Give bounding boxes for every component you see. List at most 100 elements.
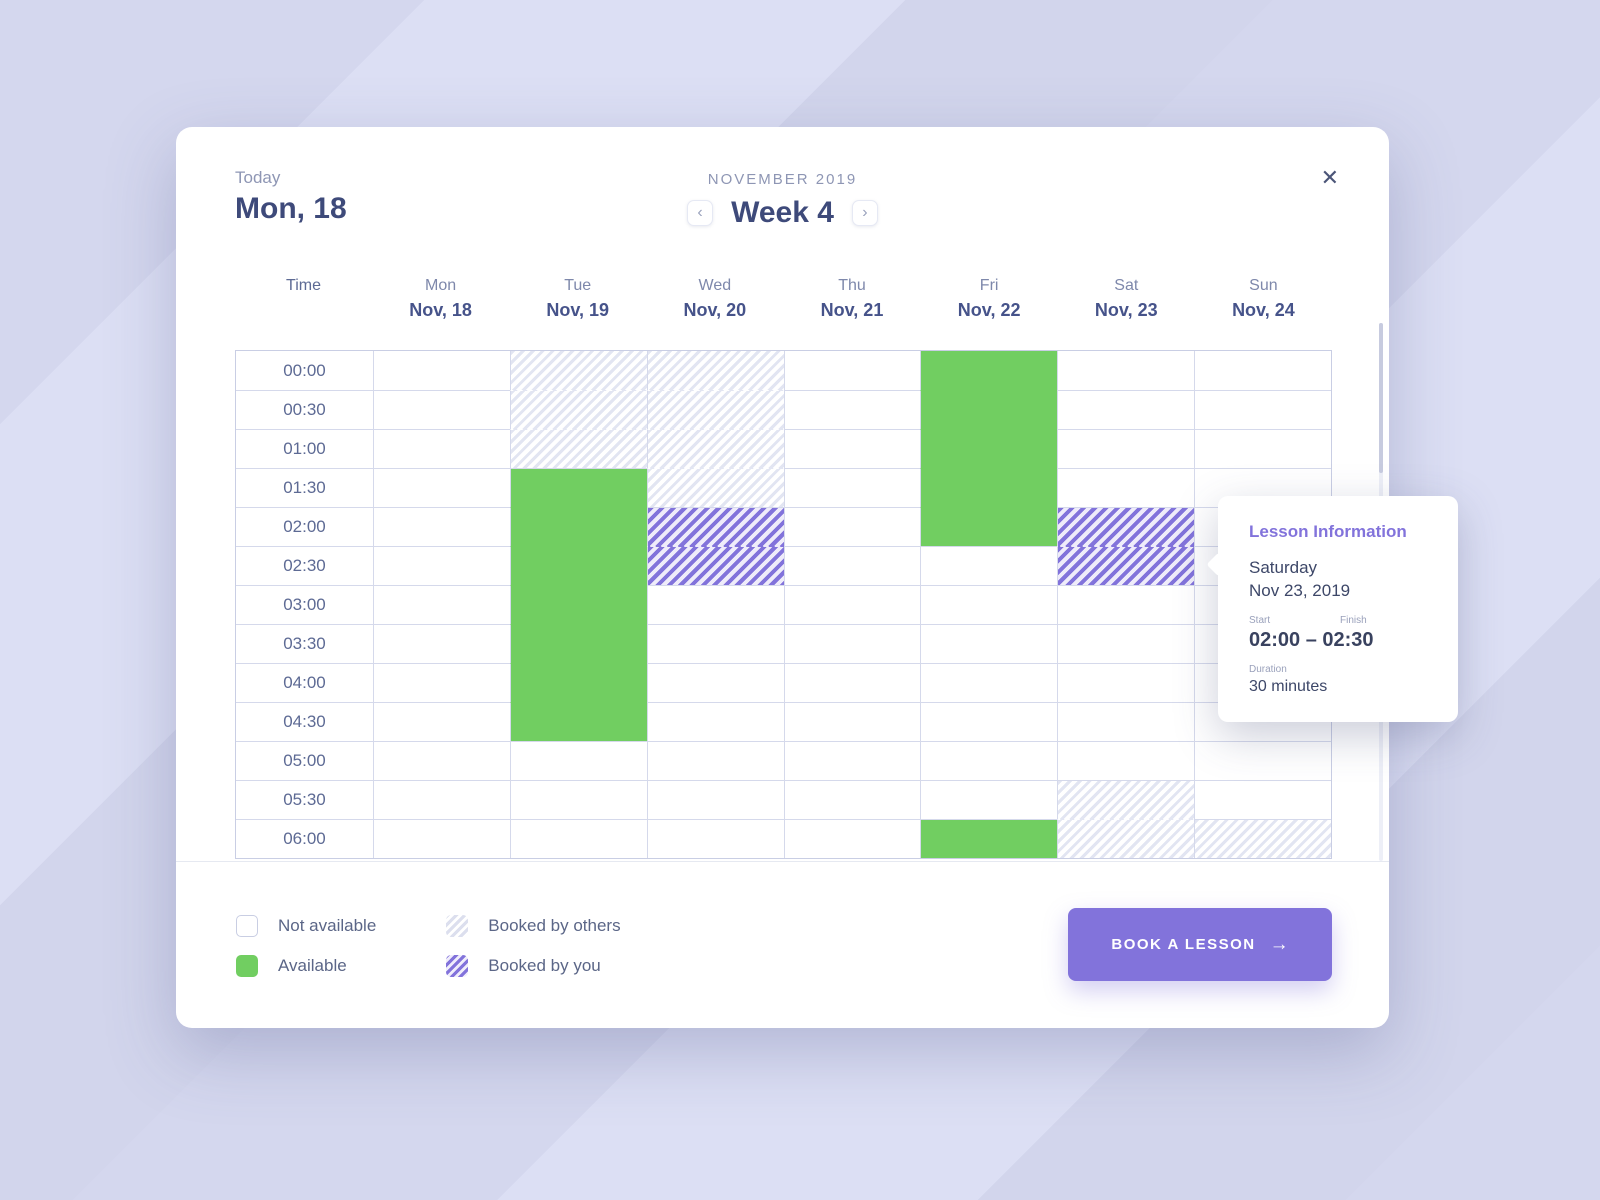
slot-sat-03:30[interactable] — [1057, 624, 1195, 663]
slot-sun-00:30[interactable] — [1194, 390, 1331, 429]
slot-fri-05:30[interactable] — [920, 780, 1058, 819]
slot-tue-05:00[interactable] — [509, 741, 647, 780]
slot-thu-05:30[interactable] — [783, 780, 921, 819]
slot-fri-04:30[interactable] — [920, 702, 1058, 741]
slot-wed-06:00[interactable] — [646, 819, 784, 858]
day-name: Tue — [564, 277, 592, 294]
slot-wed-03:00[interactable] — [646, 585, 784, 624]
slot-mon-00:30[interactable] — [373, 390, 510, 429]
slot-thu-00:00[interactable] — [783, 351, 921, 390]
slot-mon-00:00[interactable] — [373, 351, 510, 390]
slot-mon-05:30[interactable] — [373, 780, 510, 819]
slot-thu-04:30[interactable] — [783, 702, 921, 741]
slot-fri-01:00[interactable] — [920, 429, 1058, 468]
month-label: NOVEMBER 2019 — [707, 171, 858, 188]
slot-fri-03:30[interactable] — [920, 624, 1058, 663]
slot-wed-03:30[interactable] — [646, 624, 784, 663]
slot-sat-05:30[interactable] — [1057, 780, 1195, 819]
slot-thu-05:00[interactable] — [783, 741, 921, 780]
slot-wed-01:00[interactable] — [646, 429, 784, 468]
slot-fri-01:30[interactable] — [920, 468, 1058, 507]
slot-fri-02:00[interactable] — [920, 507, 1058, 546]
slot-wed-00:00[interactable] — [646, 351, 784, 390]
slot-tue-02:30[interactable] — [509, 546, 647, 585]
slot-tue-04:30[interactable] — [509, 702, 647, 741]
slot-tue-00:00[interactable] — [509, 351, 647, 390]
slot-wed-04:30[interactable] — [646, 702, 784, 741]
day-header-fri: Fri Nov, 22 — [921, 277, 1058, 321]
day-header-thu: Thu Nov, 21 — [783, 277, 920, 321]
slot-tue-04:00[interactable] — [509, 663, 647, 702]
slot-thu-03:00[interactable] — [783, 585, 921, 624]
slot-tue-02:00[interactable] — [509, 507, 647, 546]
slot-thu-02:30[interactable] — [783, 546, 921, 585]
slot-wed-05:00[interactable] — [646, 741, 784, 780]
slot-sun-00:00[interactable] — [1194, 351, 1331, 390]
slot-wed-05:30[interactable] — [646, 780, 784, 819]
slot-fri-03:00[interactable] — [920, 585, 1058, 624]
slot-sun-01:00[interactable] — [1194, 429, 1331, 468]
prev-week-button[interactable]: ‹ — [687, 200, 714, 226]
slot-mon-01:30[interactable] — [373, 468, 510, 507]
slot-sat-01:30[interactable] — [1057, 468, 1195, 507]
slot-sat-02:00[interactable] — [1057, 507, 1195, 546]
slot-mon-01:00[interactable] — [373, 429, 510, 468]
slot-tue-01:00[interactable] — [509, 429, 647, 468]
slot-sat-02:30[interactable] — [1057, 546, 1195, 585]
slot-sun-06:00[interactable] — [1194, 819, 1331, 858]
slot-fri-00:00[interactable] — [920, 351, 1058, 390]
slot-tue-05:30[interactable] — [509, 780, 647, 819]
slot-tue-01:30[interactable] — [509, 468, 647, 507]
slot-sat-00:30[interactable] — [1057, 390, 1195, 429]
slot-wed-02:00[interactable] — [646, 507, 784, 546]
day-name: Wed — [698, 277, 732, 294]
slot-sat-04:00[interactable] — [1057, 663, 1195, 702]
slot-tue-06:00[interactable] — [509, 819, 647, 858]
chevron-left-icon: ‹ — [697, 204, 703, 221]
slot-sat-00:00[interactable] — [1057, 351, 1195, 390]
slot-thu-06:00[interactable] — [783, 819, 921, 858]
duration-value: 30 minutes — [1249, 678, 1328, 695]
slot-wed-00:30[interactable] — [646, 390, 784, 429]
slot-sun-05:30[interactable] — [1194, 780, 1331, 819]
slot-mon-05:00[interactable] — [373, 741, 510, 780]
slot-sat-03:00[interactable] — [1057, 585, 1195, 624]
slot-mon-04:30[interactable] — [373, 702, 510, 741]
slot-mon-02:00[interactable] — [373, 507, 510, 546]
slot-fri-05:00[interactable] — [920, 741, 1058, 780]
slot-thu-01:30[interactable] — [783, 468, 921, 507]
day-header-sun: Sun Nov, 24 — [1195, 277, 1332, 321]
slot-sat-04:30[interactable] — [1057, 702, 1195, 741]
slot-mon-06:00[interactable] — [373, 819, 510, 858]
slot-thu-02:00[interactable] — [783, 507, 921, 546]
slot-sat-06:00[interactable] — [1057, 819, 1195, 858]
scrollbar-thumb[interactable] — [1379, 323, 1383, 473]
slot-wed-04:00[interactable] — [646, 663, 784, 702]
slot-thu-04:00[interactable] — [783, 663, 921, 702]
time-label: 01:00 — [236, 429, 373, 468]
slot-fri-06:00[interactable] — [920, 819, 1058, 858]
slot-tue-00:30[interactable] — [509, 390, 647, 429]
slot-thu-03:30[interactable] — [783, 624, 921, 663]
slot-fri-00:30[interactable] — [920, 390, 1058, 429]
close-button[interactable]: ✕ — [1321, 165, 1339, 191]
slot-mon-02:30[interactable] — [373, 546, 510, 585]
legend-label: Booked by others — [488, 916, 621, 935]
slot-wed-01:30[interactable] — [646, 468, 784, 507]
slot-mon-04:00[interactable] — [373, 663, 510, 702]
slot-sat-01:00[interactable] — [1057, 429, 1195, 468]
slot-fri-04:00[interactable] — [920, 663, 1058, 702]
slot-mon-03:30[interactable] — [373, 624, 510, 663]
slot-wed-02:30[interactable] — [646, 546, 784, 585]
slot-sun-05:00[interactable] — [1194, 741, 1331, 780]
slot-sat-05:00[interactable] — [1057, 741, 1195, 780]
slot-thu-00:30[interactable] — [783, 390, 921, 429]
slot-thu-01:00[interactable] — [783, 429, 921, 468]
slot-fri-02:30[interactable] — [920, 546, 1058, 585]
book-lesson-button[interactable]: BOOK A LESSON → — [1068, 908, 1332, 981]
month-block: NOVEMBER 2019 ‹ Week 4 › — [176, 171, 1389, 230]
slot-tue-03:00[interactable] — [509, 585, 647, 624]
slot-tue-03:30[interactable] — [509, 624, 647, 663]
slot-mon-03:00[interactable] — [373, 585, 510, 624]
next-week-button[interactable]: › — [851, 200, 878, 226]
